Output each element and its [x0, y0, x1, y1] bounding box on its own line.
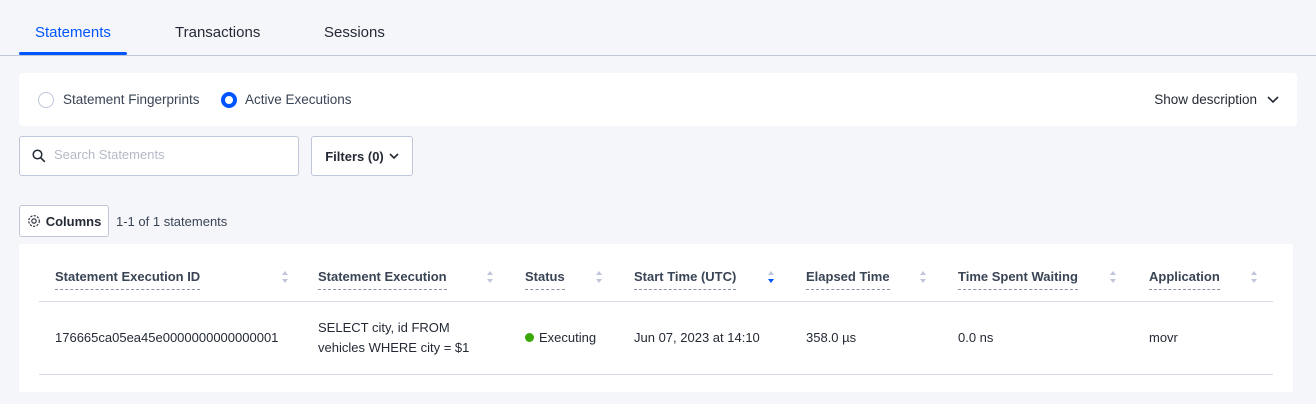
columns-label: Columns [45, 213, 102, 229]
filters-button[interactable]: Filters (0) [311, 136, 413, 176]
result-count: 1-1 of 1 statements [116, 214, 228, 229]
status-dot-icon [525, 333, 534, 342]
cell-application: movr [1149, 330, 1178, 345]
header-elapsed-time[interactable]: Elapsed Time [806, 269, 890, 290]
sort-icon[interactable] [281, 270, 289, 284]
cell-time-spent-waiting: 0.0 ns [958, 330, 994, 345]
radio-label-active-executions[interactable]: Active Executions [245, 92, 352, 107]
tab-transactions[interactable]: Transactions [175, 24, 261, 41]
tab-sessions[interactable]: Sessions [324, 24, 385, 41]
cell-status: Executing [525, 328, 596, 348]
sort-descending-icon[interactable] [767, 270, 775, 284]
header-statement-execution[interactable]: Statement Execution [318, 269, 447, 290]
radio-active-executions[interactable] [221, 92, 237, 108]
active-tab-indicator [19, 52, 127, 55]
search-box[interactable] [19, 136, 299, 176]
header-time-spent-waiting[interactable]: Time Spent Waiting [958, 269, 1078, 290]
header-divider [39, 301, 1273, 302]
sort-icon[interactable] [486, 270, 494, 284]
gear-icon [27, 215, 40, 227]
sort-icon[interactable] [919, 270, 927, 284]
sort-icon[interactable] [1250, 270, 1258, 284]
statements-table: Statement Execution ID Statement Executi… [19, 244, 1293, 392]
radio-label-statement-fingerprints[interactable]: Statement Fingerprints [63, 92, 200, 107]
cell-start-time: Jun 07, 2023 at 14:10 [634, 330, 760, 345]
view-toggle-panel: Statement Fingerprints Active Executions… [19, 73, 1297, 126]
show-description-label: Show description [1154, 92, 1257, 107]
sort-icon[interactable] [1109, 270, 1117, 284]
row-divider [39, 374, 1273, 375]
tab-bar: Statements Transactions Sessions [0, 0, 1316, 56]
chevron-down-icon [389, 152, 399, 159]
filters-label: Filters (0) [325, 148, 384, 164]
radio-statement-fingerprints[interactable] [38, 92, 54, 108]
header-statement-execution-id[interactable]: Statement Execution ID [55, 269, 201, 290]
header-status[interactable]: Status [525, 269, 565, 290]
tab-statements[interactable]: Statements [35, 24, 111, 41]
columns-button[interactable]: Columns [19, 205, 109, 237]
header-start-time[interactable]: Start Time (UTC) [634, 269, 737, 290]
status-text: Executing [539, 330, 597, 345]
search-input[interactable] [54, 147, 284, 162]
cell-execution-id[interactable]: 176665ca05ea45e0000000000000001 [55, 330, 279, 345]
search-icon [32, 149, 46, 163]
header-application[interactable]: Application [1149, 269, 1220, 290]
sort-icon[interactable] [595, 270, 603, 284]
cell-elapsed-time: 358.0 µs [806, 330, 857, 345]
show-description-toggle[interactable]: Show description [1154, 92, 1279, 107]
chevron-down-icon [1267, 95, 1279, 103]
cell-statement[interactable]: SELECT city, id FROM vehicles WHERE city… [318, 320, 470, 355]
